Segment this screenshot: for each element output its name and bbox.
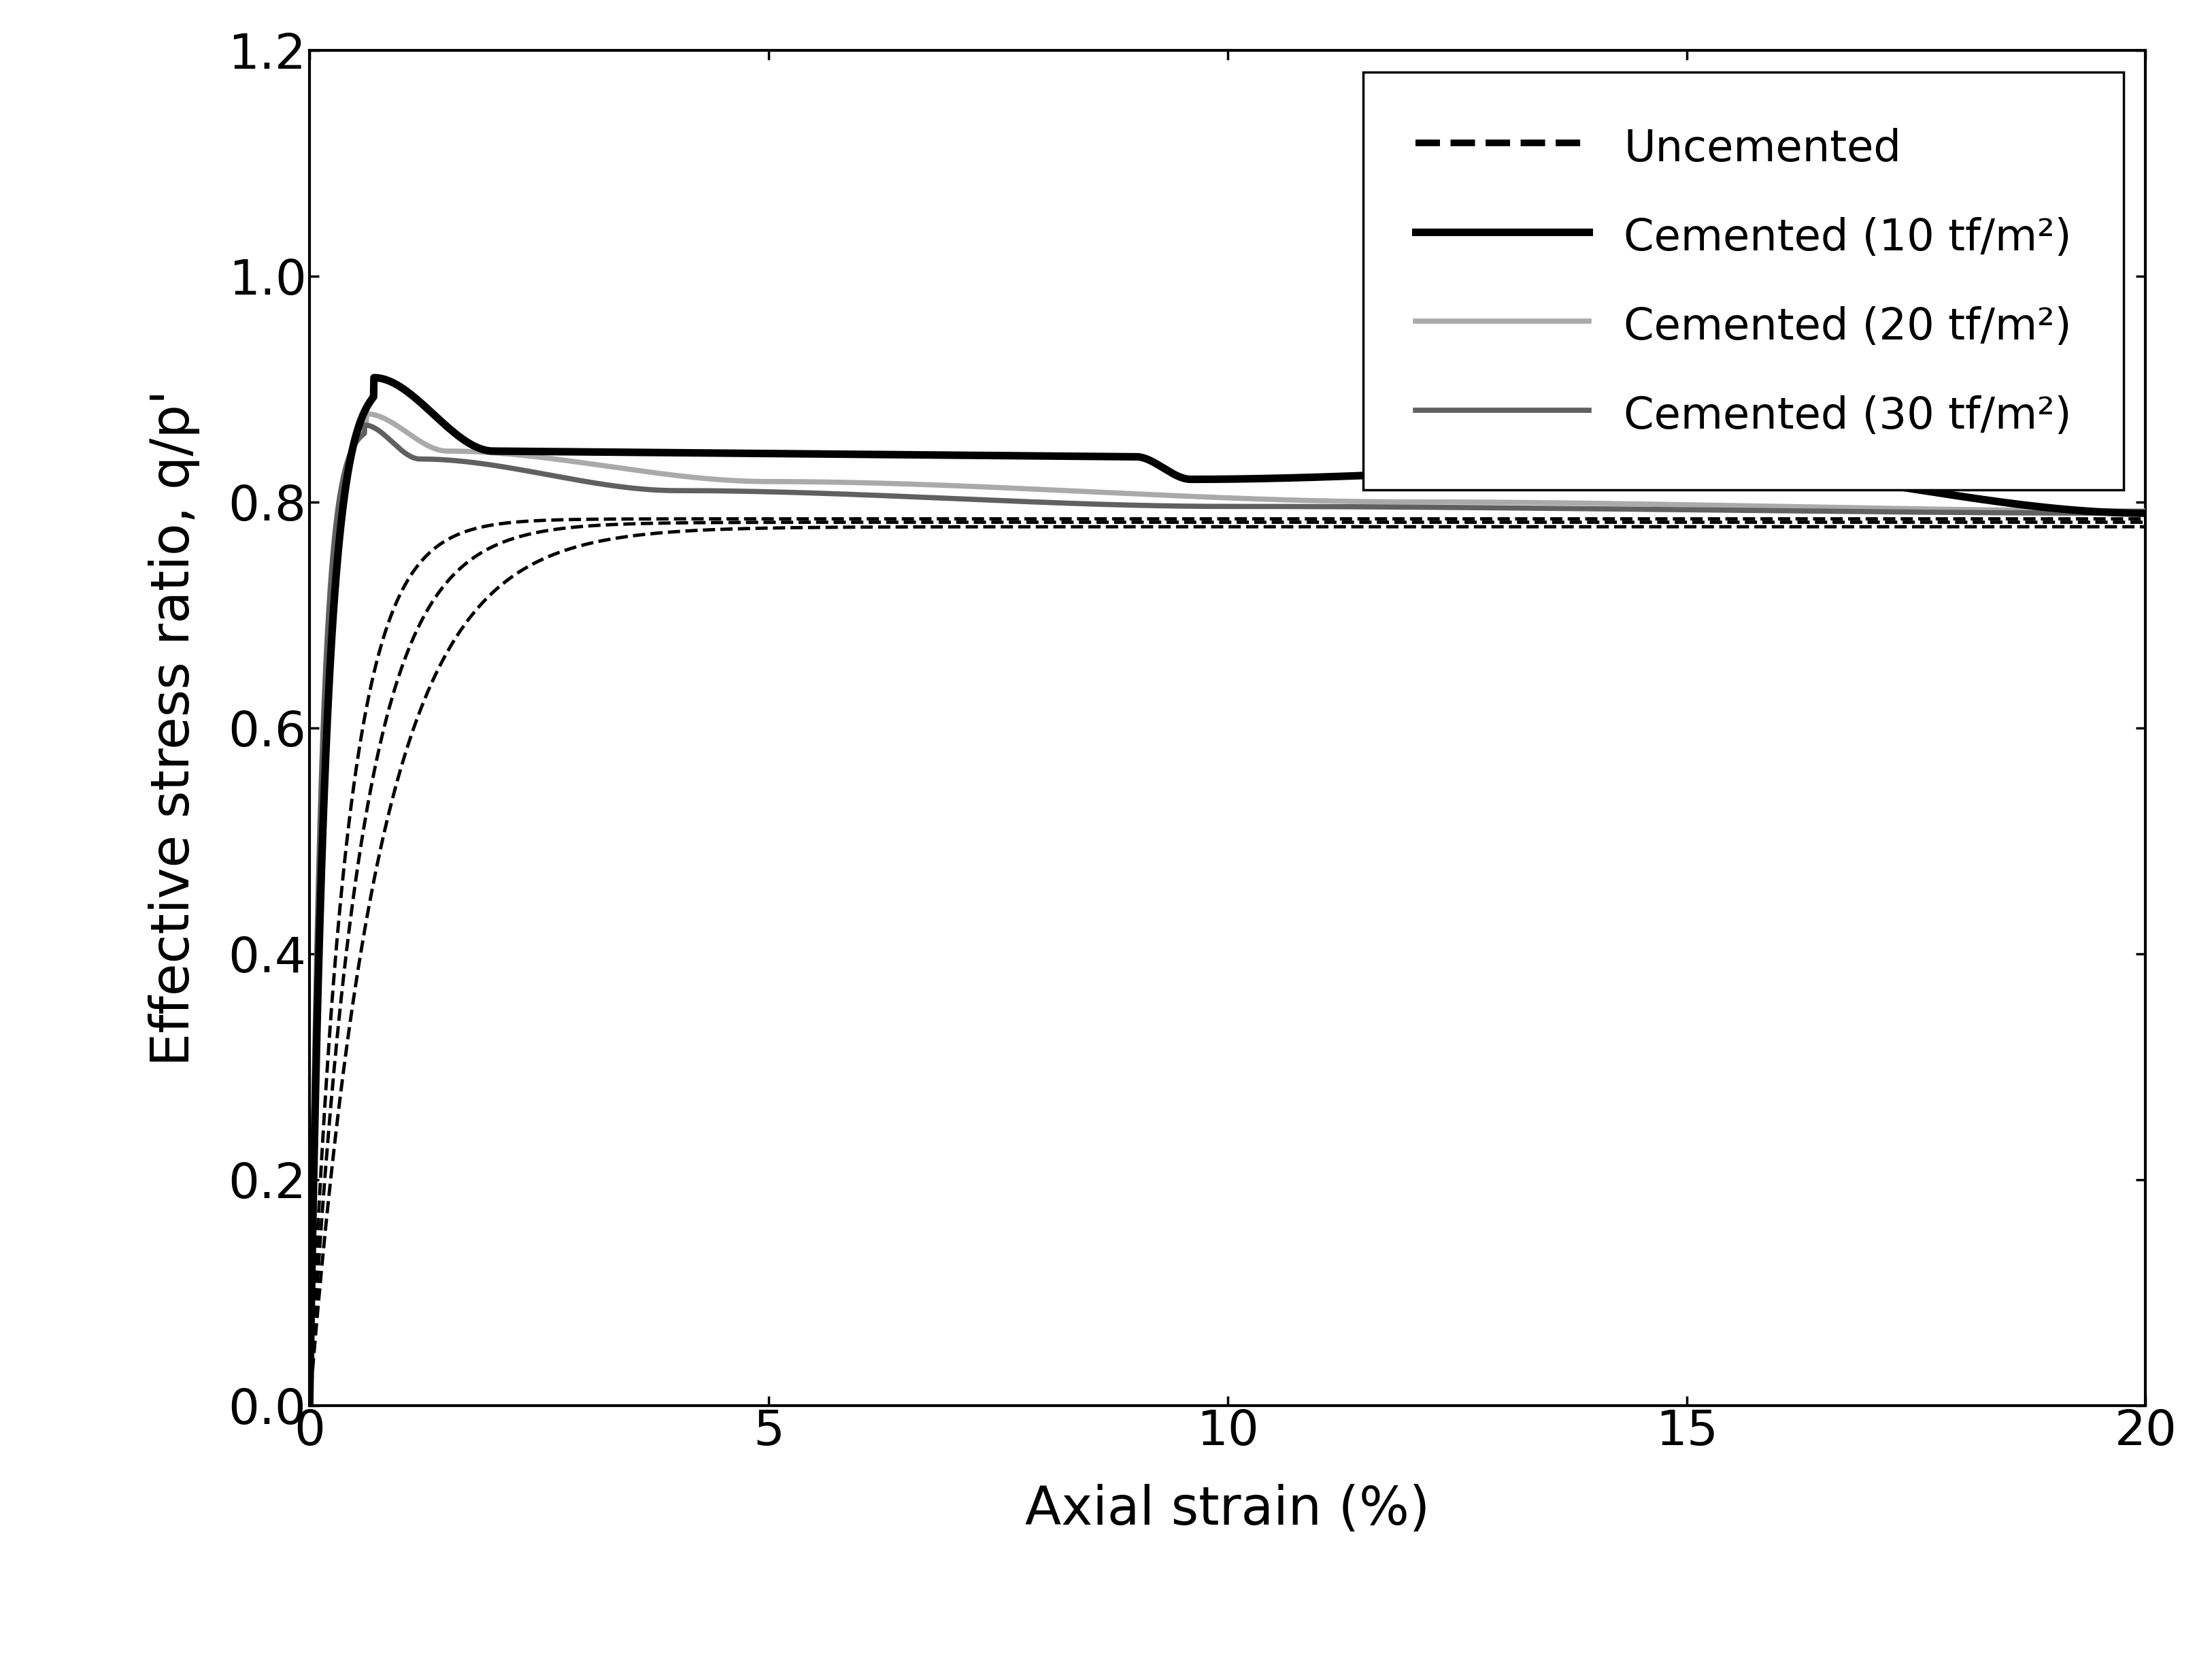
X-axis label: Axial strain (%): Axial strain (%) xyxy=(1024,1484,1431,1536)
Y-axis label: Effective stress ratio, q/p': Effective stress ratio, q/p' xyxy=(148,390,199,1066)
Legend: Uncemented, Cemented (10 tf/m²), Cemented (20 tf/m²), Cemented (30 tf/m²): Uncemented, Cemented (10 tf/m²), Cemente… xyxy=(1363,72,2124,490)
